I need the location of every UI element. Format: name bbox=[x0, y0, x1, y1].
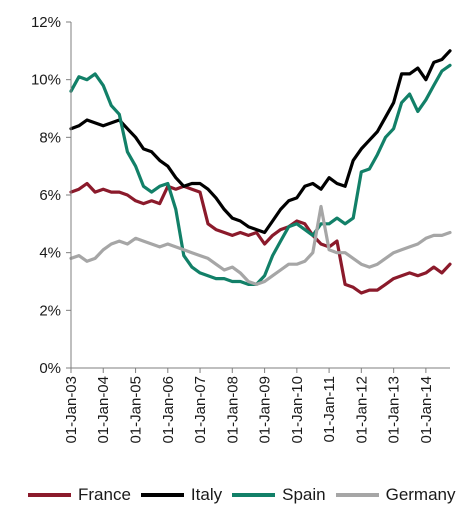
x-tick-label: 01-Jan-07 bbox=[192, 376, 209, 444]
legend-item-france: France bbox=[28, 485, 131, 505]
y-tick-label: 2% bbox=[39, 302, 61, 319]
legend-item-germany: Germany bbox=[335, 485, 456, 505]
legend-swatch bbox=[335, 493, 379, 497]
legend: France Italy Spain Germany bbox=[28, 483, 468, 507]
x-tick-label: 01-Jan-13 bbox=[386, 376, 403, 444]
x-tick-label: 01-Jan-12 bbox=[353, 376, 370, 444]
series-line-germany bbox=[69, 204, 452, 286]
series-line-france bbox=[69, 181, 452, 295]
x-tick-label: 01-Jan-09 bbox=[257, 376, 274, 444]
x-tick-label: 01-Jan-11 bbox=[321, 376, 338, 442]
x-tick-label: 01-Jan-05 bbox=[128, 376, 145, 444]
x-tick-label: 01-Jan-04 bbox=[95, 376, 112, 444]
series-line-spain bbox=[69, 63, 452, 286]
x-tick-label: 01-Jan-14 bbox=[418, 376, 435, 444]
legend-item-spain: Spain bbox=[232, 485, 326, 505]
x-tick-label: 01-Jan-08 bbox=[224, 376, 241, 444]
y-tick-label: 6% bbox=[39, 187, 61, 204]
legend-label: Germany bbox=[385, 485, 456, 504]
legend-label: Italy bbox=[190, 485, 223, 504]
y-tick-label: 0% bbox=[39, 360, 61, 377]
legend-swatch bbox=[28, 493, 71, 497]
y-tick-label: 10% bbox=[31, 72, 61, 89]
y-tick-label: 4% bbox=[39, 245, 61, 262]
legend-swatch bbox=[232, 493, 276, 497]
series-layer bbox=[69, 49, 452, 295]
x-tick-label: 01-Jan-03 bbox=[63, 376, 80, 444]
legend-item-italy: Italy bbox=[140, 485, 223, 505]
y-tick-label: 12% bbox=[31, 14, 61, 31]
legend-label: Spain bbox=[282, 485, 326, 504]
series-line-italy bbox=[69, 49, 452, 235]
x-tick-label: 01-Jan-10 bbox=[289, 376, 306, 444]
y-tick-label: 8% bbox=[39, 129, 61, 146]
x-tick-label: 01-Jan-06 bbox=[160, 376, 177, 444]
axes-layer: 0% 2% 4% 6% 8% 10% 12% 01-Jan-03 01-Jan-04 01-Jan… bbox=[31, 14, 450, 444]
line-chart: 0% 2% 4% 6% 8% 10% 12% 01-Jan-03 01-Jan-04 01-Jan… bbox=[31, 14, 452, 444]
legend-swatch bbox=[140, 493, 184, 497]
legend-label: France bbox=[78, 485, 131, 504]
